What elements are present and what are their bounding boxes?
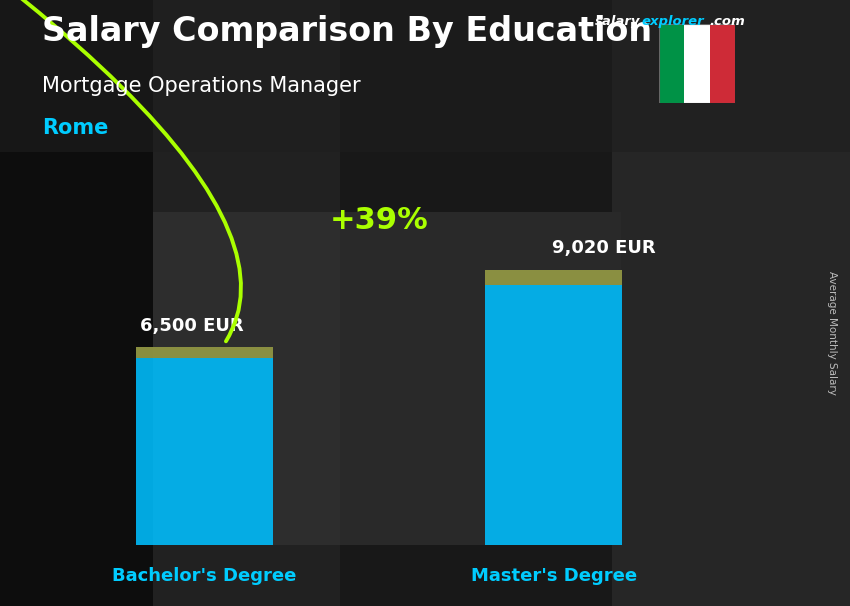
Text: 9,020 EUR: 9,020 EUR — [552, 239, 655, 258]
Bar — [153, 212, 620, 545]
Text: salary: salary — [595, 15, 641, 28]
Bar — [612, 0, 850, 606]
Bar — [136, 347, 273, 545]
Bar — [153, 0, 340, 606]
Bar — [0, 0, 153, 606]
Bar — [659, 24, 684, 103]
Bar — [485, 270, 622, 285]
Bar — [684, 24, 710, 103]
Text: +39%: +39% — [330, 206, 428, 235]
Text: Average Monthly Salary: Average Monthly Salary — [827, 271, 837, 395]
Bar — [485, 270, 622, 545]
Text: Master's Degree: Master's Degree — [471, 567, 637, 585]
Bar — [710, 24, 735, 103]
Text: Rome: Rome — [42, 118, 109, 138]
Text: .com: .com — [710, 15, 745, 28]
Text: Mortgage Operations Manager: Mortgage Operations Manager — [42, 76, 361, 96]
Bar — [136, 347, 273, 358]
Text: explorer: explorer — [642, 15, 705, 28]
Bar — [0, 0, 850, 152]
Text: Salary Comparison By Education: Salary Comparison By Education — [42, 15, 653, 48]
Text: Bachelor's Degree: Bachelor's Degree — [112, 567, 297, 585]
Text: 6,500 EUR: 6,500 EUR — [140, 316, 244, 335]
